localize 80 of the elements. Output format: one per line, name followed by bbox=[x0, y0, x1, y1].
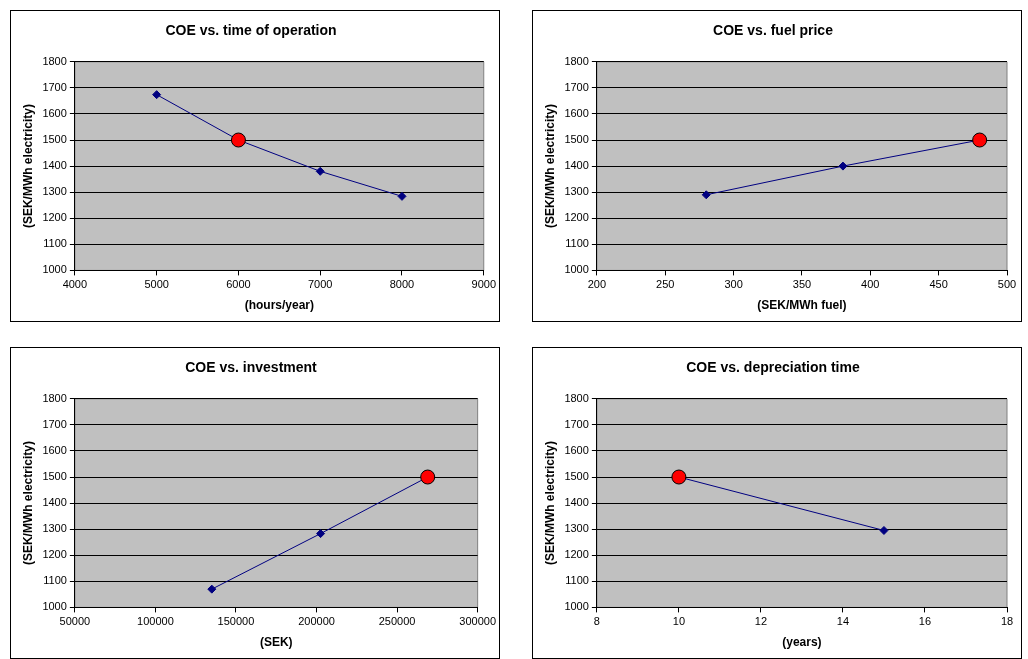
y-tick-label: 1000 bbox=[42, 600, 67, 613]
y-tick-label: 1400 bbox=[564, 159, 589, 172]
y-tick-label: 1500 bbox=[564, 133, 589, 146]
x-tick-label: 450 bbox=[929, 278, 948, 291]
y-axis-title: (SEK/MWh electricity) bbox=[20, 104, 35, 229]
point bbox=[701, 190, 711, 200]
chart-title: COE vs. time of operation bbox=[165, 22, 337, 39]
y-tick-label: 1200 bbox=[42, 211, 67, 224]
point bbox=[397, 191, 407, 201]
x-tick-label: 9000 bbox=[471, 278, 497, 291]
y-tick-label: 1800 bbox=[42, 54, 67, 67]
y-tick-label: 1300 bbox=[42, 522, 67, 535]
y-tick-label: 1400 bbox=[564, 496, 589, 509]
point bbox=[315, 166, 325, 176]
y-tick-label: 1100 bbox=[565, 237, 589, 250]
y-tick-label: 1600 bbox=[564, 443, 589, 456]
chart-title: COE vs. fuel price bbox=[713, 22, 834, 39]
x-tick-label: 200 bbox=[587, 278, 607, 291]
x-tick-label: 4000 bbox=[62, 278, 88, 291]
y-axis-title: (SEK/MWh electricity) bbox=[542, 441, 557, 566]
y-tick-label: 1100 bbox=[43, 237, 67, 250]
x-tick-label: 250000 bbox=[378, 615, 416, 628]
x-tick-label: 8000 bbox=[389, 278, 415, 291]
x-tick-label: 10 bbox=[672, 615, 686, 628]
y-tick-label: 1600 bbox=[564, 106, 589, 119]
point bbox=[838, 161, 848, 171]
y-tick-label: 1800 bbox=[42, 391, 67, 404]
y-tick-label: 1700 bbox=[564, 417, 589, 430]
y-axis-title: (SEK/MWh electricity) bbox=[542, 104, 557, 229]
y-tick-label: 1700 bbox=[42, 417, 67, 430]
point bbox=[207, 584, 217, 594]
y-tick-label: 1000 bbox=[42, 263, 67, 276]
x-tick-label: 300000 bbox=[459, 615, 497, 628]
x-tick-label: 100000 bbox=[137, 615, 174, 628]
x-tick-label: 6000 bbox=[226, 278, 251, 291]
y-tick-label: 1200 bbox=[564, 548, 589, 561]
y-tick-label: 1400 bbox=[42, 159, 67, 172]
y-tick-label: 1500 bbox=[42, 470, 67, 483]
point bbox=[316, 529, 326, 539]
y-tick-label: 1800 bbox=[564, 391, 589, 404]
x-tick-label: 500 bbox=[997, 278, 1017, 291]
y-tick-label: 1500 bbox=[42, 133, 67, 146]
y-tick-label: 1700 bbox=[564, 80, 589, 93]
y-tick-label: 1500 bbox=[564, 470, 589, 483]
y-tick-label: 1300 bbox=[42, 185, 67, 198]
y-tick-label: 1300 bbox=[564, 522, 589, 535]
y-tick-label: 1100 bbox=[43, 574, 67, 587]
y-tick-label: 1000 bbox=[564, 263, 589, 276]
x-axis-title: (hours/year) bbox=[244, 298, 314, 313]
y-axis-title: (SEK/MWh electricity) bbox=[20, 441, 35, 566]
y-tick-label: 1600 bbox=[42, 106, 67, 119]
y-tick-label: 1200 bbox=[564, 211, 589, 224]
x-tick-label: 5000 bbox=[144, 278, 169, 291]
x-axis-title: (SEK) bbox=[259, 635, 293, 650]
x-tick-label: 50000 bbox=[59, 615, 91, 628]
x-tick-label: 14 bbox=[836, 615, 850, 628]
chart-title: COE vs. investment bbox=[185, 359, 318, 376]
x-tick-label: 16 bbox=[918, 615, 932, 628]
chart-title: COE vs. depreciation time bbox=[686, 359, 860, 376]
x-tick-label: 18 bbox=[1000, 615, 1014, 628]
x-tick-label: 250 bbox=[656, 278, 675, 291]
point bbox=[152, 90, 162, 100]
x-axis-title: (years) bbox=[782, 635, 822, 650]
x-tick-label: 200000 bbox=[298, 615, 335, 628]
y-tick-label: 1800 bbox=[564, 54, 589, 67]
y-tick-label: 1200 bbox=[42, 548, 67, 561]
x-tick-label: 12 bbox=[754, 615, 768, 628]
x-tick-label: 400 bbox=[861, 278, 880, 291]
x-tick-label: 7000 bbox=[307, 278, 333, 291]
x-axis-title: (SEK/MWh fuel) bbox=[757, 298, 847, 313]
y-tick-label: 1300 bbox=[564, 185, 589, 198]
x-tick-label: 8 bbox=[593, 615, 600, 628]
y-tick-label: 1700 bbox=[42, 80, 67, 93]
x-tick-label: 350 bbox=[792, 278, 812, 291]
y-tick-label: 1400 bbox=[42, 496, 67, 509]
x-tick-label: 150000 bbox=[217, 615, 255, 628]
y-tick-label: 1000 bbox=[564, 600, 589, 613]
y-tick-label: 1100 bbox=[565, 574, 589, 587]
x-tick-label: 300 bbox=[724, 278, 743, 291]
y-tick-label: 1600 bbox=[42, 443, 67, 456]
